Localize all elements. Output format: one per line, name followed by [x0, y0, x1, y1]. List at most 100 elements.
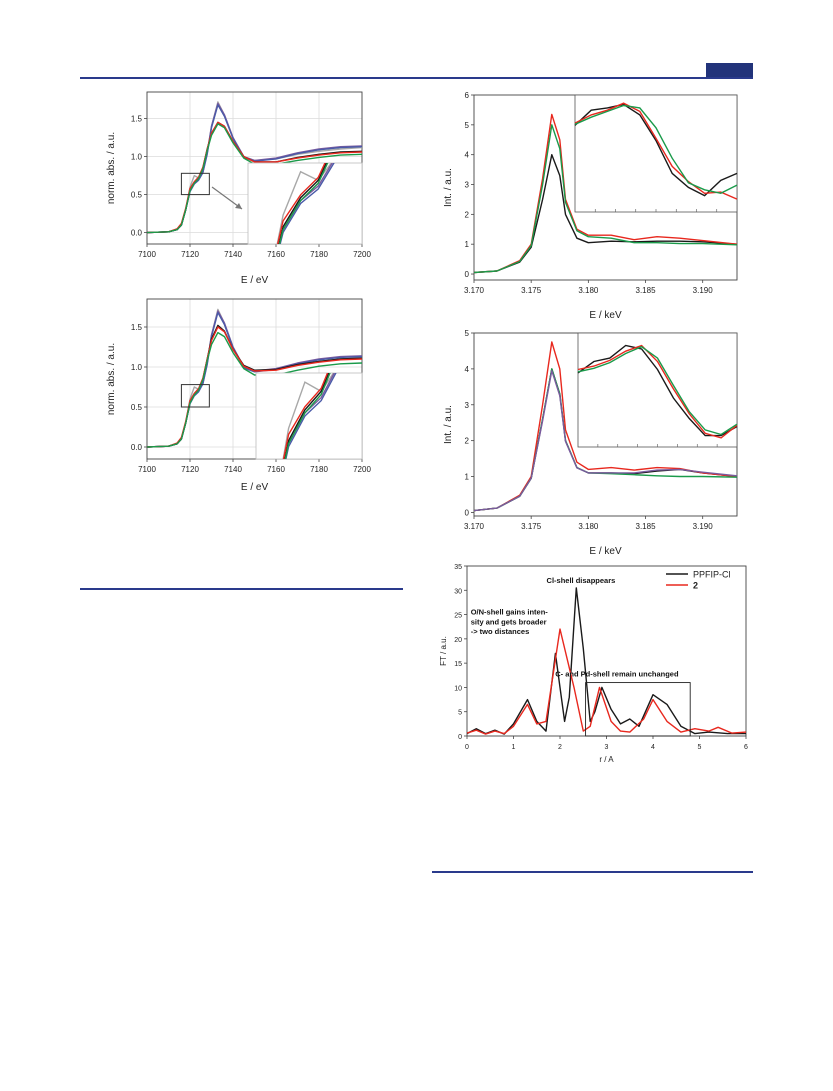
y-tick-label: 0.0 [131, 443, 143, 452]
y-tick-label: 2 [465, 437, 470, 446]
y-tick-label: 1.5 [131, 115, 143, 124]
x-tick-label: 3.170 [464, 522, 485, 531]
x-tick-label: 3.175 [521, 286, 542, 295]
zoom-arrow-head [235, 203, 242, 209]
annotation-text: O/N-shell gains inten- [471, 608, 549, 617]
x-tick-label: 6 [744, 744, 748, 751]
x-tick-label: 7160 [267, 250, 285, 259]
series-line-red [474, 341, 737, 512]
x-axis-label: r / A [599, 755, 614, 764]
y-axis-label: Int. / a.u. [443, 168, 454, 207]
y-tick-label: 5 [465, 121, 470, 130]
x-axis-label: E / keV [589, 546, 622, 557]
x-tick-label: 7140 [224, 465, 242, 474]
xanes-cl-bottom-chart: 3.170 3.175 3.180 3.185 3.190 0 1 2 3 4 5 E / keV In… [443, 329, 738, 557]
annotation-text: Cl-shell disappears [547, 576, 616, 585]
x-tick-label: 2 [558, 744, 562, 751]
zoom-region-box [180, 172, 210, 196]
x-tick-label: 1 [512, 744, 516, 751]
plot-area [147, 308, 362, 448]
x-tick-label: 0 [465, 744, 469, 751]
series-line-black [467, 587, 746, 735]
series-line-red [474, 113, 737, 274]
y-tick-label: 1 [465, 473, 470, 482]
y-tick-label: 1.0 [131, 153, 143, 162]
x-tick-label: 5 [698, 744, 702, 751]
y-tick-label: 0.5 [131, 403, 143, 412]
inset-frame [577, 332, 738, 448]
annotation-text: sity and gets broader [471, 617, 547, 626]
x-tick-label: 3.180 [578, 522, 599, 531]
plot-area [467, 587, 746, 735]
x-axis-label: E / eV [241, 275, 269, 286]
xanes-pd-bottom-chart: 7100 7120 7140 7160 7180 7200 0.0 0.5 1.0 1.5 E / … [106, 298, 371, 493]
x-tick-label: 7180 [310, 465, 328, 474]
x-axis-label: E / eV [241, 482, 269, 493]
series-line-green [474, 124, 737, 274]
y-tick-label: 5 [465, 329, 470, 338]
x-tick-label: 7100 [138, 250, 156, 259]
section-rule-right [432, 871, 753, 873]
plot-area [147, 101, 362, 234]
y-tick-label: 3 [465, 401, 470, 410]
x-tick-label: 7180 [310, 250, 328, 259]
y-tick-label: 4 [465, 365, 470, 374]
y-tick-label: 0 [465, 270, 470, 279]
y-axis-label: norm. abs. / a.u. [106, 132, 117, 204]
series-line-red [467, 628, 746, 735]
inset-series-green [574, 104, 738, 195]
y-tick-label: 15 [454, 661, 462, 668]
x-tick-label: 3.185 [636, 286, 657, 295]
x-tick-label: 3 [605, 744, 609, 751]
x-tick-label: 7160 [267, 465, 285, 474]
x-tick-label: 3.185 [636, 522, 657, 531]
inset-series-red [577, 344, 738, 439]
plot-area [474, 341, 737, 512]
x-axis-label: E / keV [589, 310, 622, 321]
y-tick-label: 0.5 [131, 191, 143, 200]
legend-label: 2 [693, 581, 698, 591]
y-tick-label: 3 [465, 181, 470, 190]
inset-frame [255, 372, 363, 460]
y-tick-label: 0.0 [131, 229, 143, 238]
x-tick-label: 7200 [353, 250, 371, 259]
x-tick-label: 7100 [138, 465, 156, 474]
y-tick-label: 2 [465, 210, 470, 219]
y-tick-label: 0 [465, 508, 470, 517]
y-tick-label: 0 [458, 734, 462, 741]
legend-label: PPFIP-Cl [693, 570, 731, 580]
x-tick-label: 7200 [353, 465, 371, 474]
y-tick-label: 4 [465, 151, 470, 160]
zoom-arrow [211, 186, 243, 210]
exafs-ft-chart: 0 1 2 3 4 5 6 0 5 10 15 20 25 30 35 r / A FT / a.u. PPFIP… [439, 564, 748, 764]
y-tick-label: 1 [465, 240, 470, 249]
zoom-region-box [180, 384, 210, 408]
inset-series-green [577, 345, 738, 436]
y-axis-label: norm. abs. / a.u. [106, 343, 117, 415]
highlight-box [585, 682, 691, 737]
y-tick-label: 30 [454, 588, 462, 595]
y-tick-label: 5 [458, 710, 462, 717]
y-tick-label: 10 [454, 685, 462, 692]
inset-series-red [574, 102, 738, 200]
x-tick-label: 3.175 [521, 522, 542, 531]
plot-area [474, 113, 737, 274]
y-tick-label: 35 [454, 564, 462, 571]
annotation-text: -> two distances [471, 627, 530, 636]
annotation-text: C- and Pd-shell remain unchanged [555, 670, 679, 679]
xanes-cl-top-chart: 3.170 3.175 3.180 3.185 3.190 0 1 2 3 4 5 6 E / keV I… [443, 91, 738, 321]
series-line-green [147, 123, 362, 234]
xanes-pd-top-chart: 7100 7120 7140 7160 7180 7200 0.0 0.5 1.0 1.5 E / … [106, 91, 371, 286]
y-tick-label: 6 [465, 91, 470, 100]
x-tick-label: 3.190 [693, 522, 714, 531]
y-axis-label: FT / a.u. [439, 636, 448, 666]
x-tick-label: 7120 [181, 250, 199, 259]
x-tick-label: 7140 [224, 250, 242, 259]
y-tick-label: 1.0 [131, 363, 143, 372]
x-tick-label: 3.170 [464, 286, 485, 295]
x-tick-label: 7120 [181, 465, 199, 474]
plot-frame [466, 565, 747, 737]
y-axis-label: Int. / a.u. [443, 405, 454, 444]
x-tick-label: 3.190 [693, 286, 714, 295]
